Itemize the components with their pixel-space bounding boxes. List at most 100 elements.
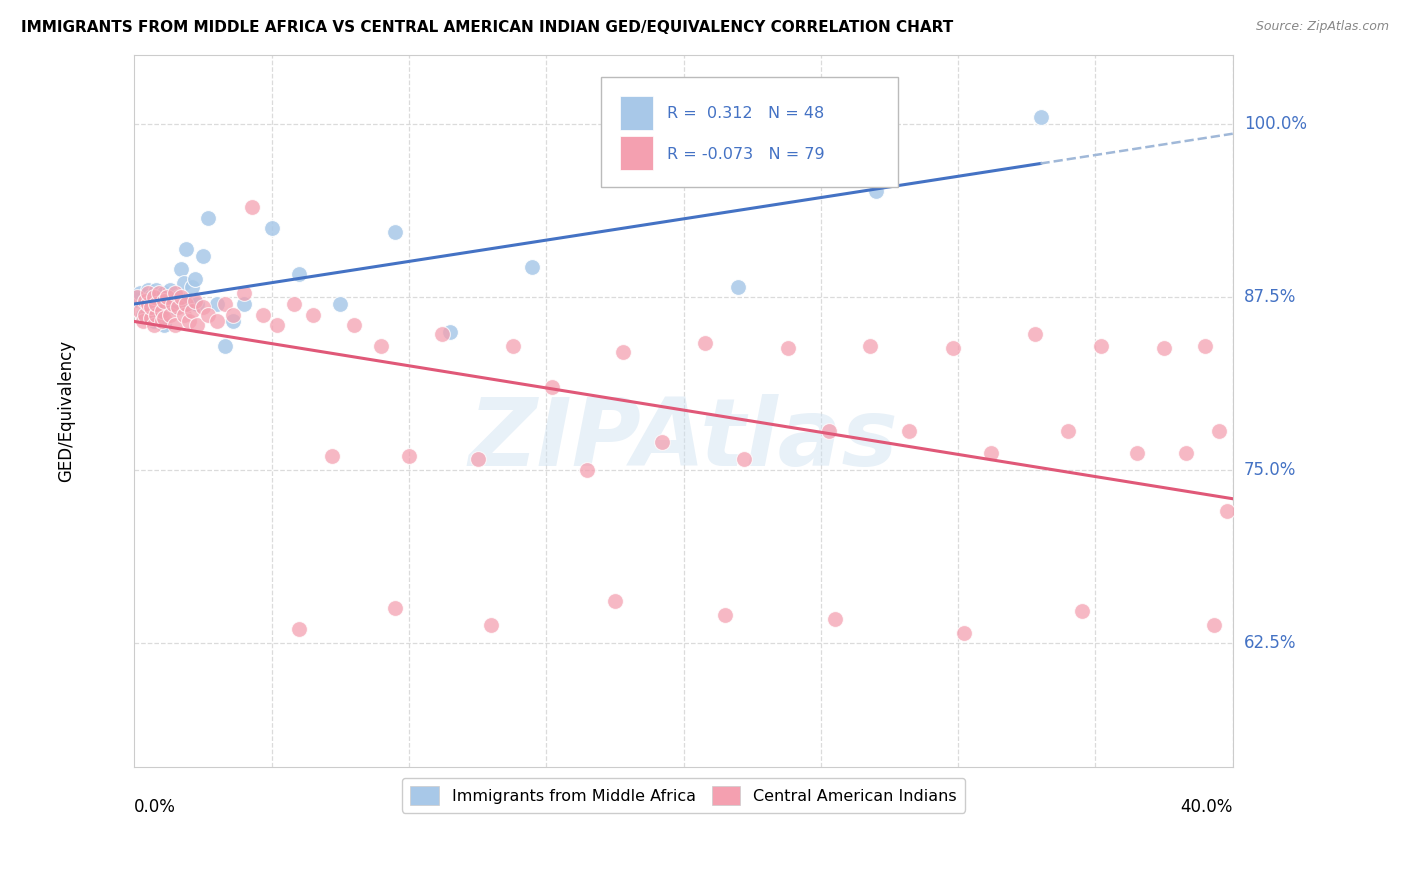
Point [170, 290, 193, 304]
Point [1024, 327, 1046, 342]
Point [197, 211, 219, 226]
Point [540, 380, 562, 394]
Text: 0.0%: 0.0% [135, 797, 176, 815]
Point [134, 294, 156, 309]
Point [159, 283, 181, 297]
Point [1175, 446, 1198, 460]
Point [142, 297, 165, 311]
Point [128, 304, 150, 318]
Point [1070, 604, 1092, 618]
Point [145, 294, 167, 309]
Point [139, 300, 162, 314]
Point [288, 622, 311, 636]
Point [162, 300, 184, 314]
Point [233, 285, 256, 300]
Point [260, 221, 283, 235]
Point [181, 304, 204, 318]
Point [1153, 341, 1175, 355]
Point [197, 308, 219, 322]
Point [612, 345, 634, 359]
Legend: Immigrants from Middle Africa, Central American Indians: Immigrants from Middle Africa, Central A… [402, 778, 965, 813]
Point [142, 290, 165, 304]
Text: R = -0.073   N = 79: R = -0.073 N = 79 [666, 147, 825, 162]
Point [502, 338, 524, 352]
Point [576, 463, 599, 477]
Point [897, 424, 920, 438]
Point [153, 318, 176, 332]
Point [159, 308, 181, 322]
Point [153, 294, 176, 309]
Point [343, 318, 366, 332]
Point [824, 612, 846, 626]
Point [695, 335, 717, 350]
Text: 87.5%: 87.5% [1244, 288, 1296, 306]
Point [283, 297, 305, 311]
Point [186, 318, 208, 332]
Text: 100.0%: 100.0% [1244, 115, 1306, 133]
Point [156, 300, 179, 314]
Point [139, 290, 162, 304]
Point [1216, 504, 1239, 518]
Point [818, 424, 841, 438]
Point [1029, 111, 1052, 125]
Point [142, 313, 165, 327]
Point [859, 338, 882, 352]
Point [131, 308, 153, 322]
Point [125, 290, 148, 304]
Point [321, 449, 343, 463]
Text: R =  0.312   N = 48: R = 0.312 N = 48 [666, 106, 824, 121]
Point [222, 308, 245, 322]
Point [148, 308, 170, 322]
Point [240, 200, 263, 214]
Point [733, 451, 755, 466]
Point [467, 451, 489, 466]
Point [183, 294, 205, 309]
Point [173, 308, 195, 322]
Point [329, 297, 352, 311]
Point [128, 285, 150, 300]
Point [186, 297, 208, 311]
Point [713, 608, 735, 623]
Point [1057, 424, 1080, 438]
Text: 62.5%: 62.5% [1244, 634, 1296, 652]
Point [288, 267, 311, 281]
Point [136, 304, 159, 318]
Point [233, 297, 256, 311]
Point [370, 338, 392, 352]
Point [384, 225, 406, 239]
Point [430, 327, 453, 342]
Point [865, 184, 887, 198]
Point [176, 242, 198, 256]
Point [165, 318, 187, 332]
Point [214, 297, 236, 311]
Point [167, 300, 190, 314]
Point [131, 313, 153, 327]
Point [651, 435, 673, 450]
Point [522, 260, 544, 274]
Point [139, 310, 162, 325]
Point [162, 297, 184, 311]
Point [156, 290, 179, 304]
Point [301, 308, 323, 322]
Point [150, 304, 173, 318]
Point [136, 285, 159, 300]
Point [159, 297, 181, 311]
Point [727, 280, 749, 294]
Point [134, 297, 156, 311]
Point [398, 449, 420, 463]
Point [150, 313, 173, 327]
Point [173, 277, 195, 291]
Point [1194, 338, 1216, 352]
Point [176, 297, 198, 311]
Point [439, 325, 461, 339]
Point [150, 304, 173, 318]
Text: 75.0%: 75.0% [1244, 461, 1296, 479]
Point [776, 341, 799, 355]
Point [266, 318, 288, 332]
Point [205, 297, 228, 311]
Point [384, 601, 406, 615]
Point [214, 338, 236, 352]
FancyBboxPatch shape [620, 136, 652, 170]
Point [148, 290, 170, 304]
Point [142, 318, 165, 332]
